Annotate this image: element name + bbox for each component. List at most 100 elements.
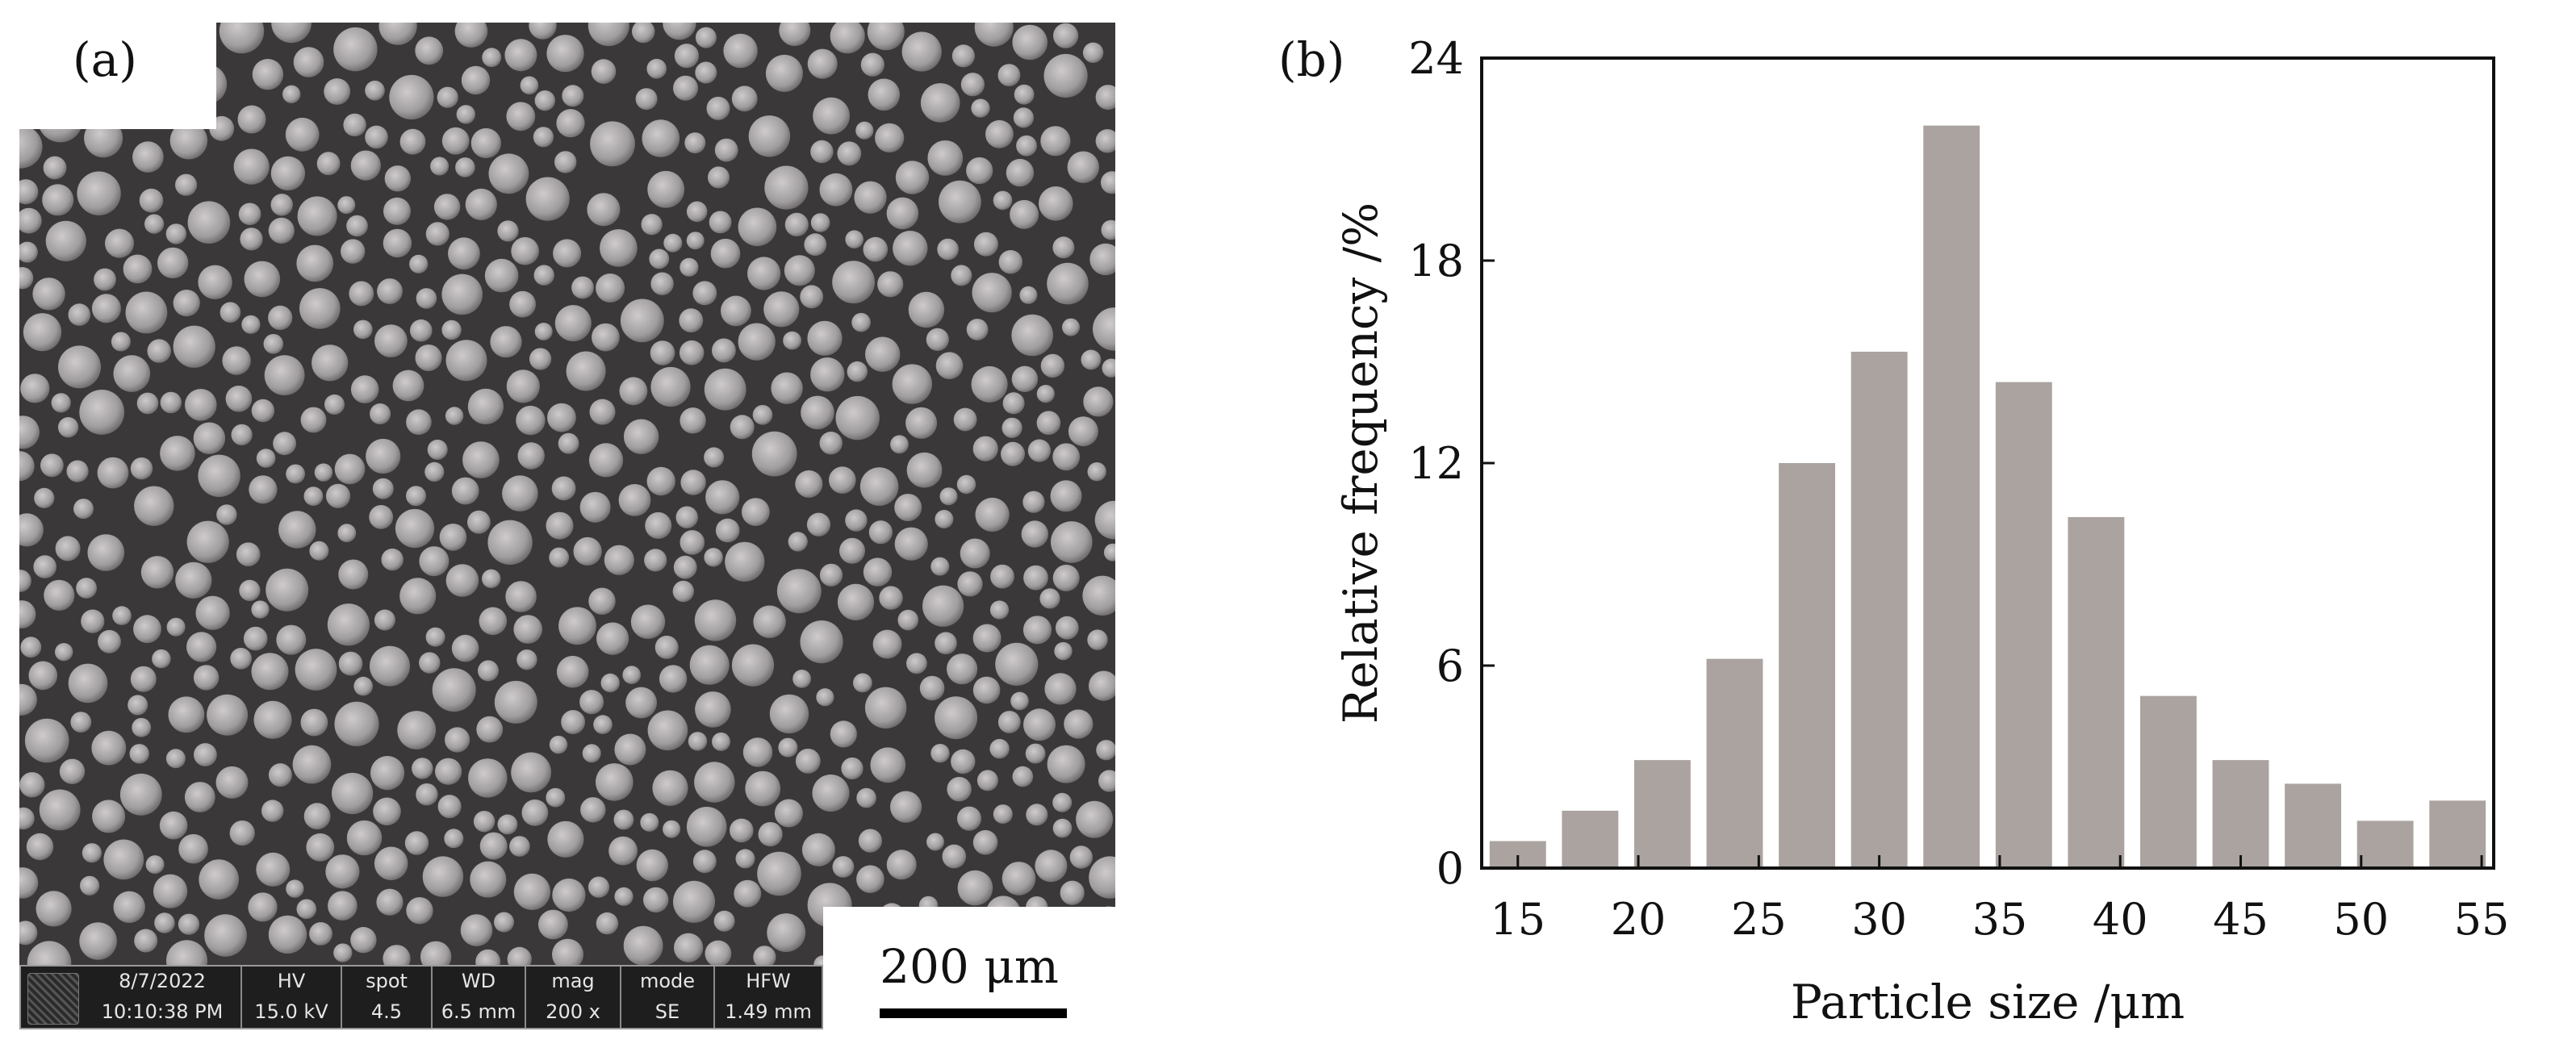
powder-particle (441, 319, 462, 340)
powder-particle (456, 105, 475, 124)
powder-particle (334, 453, 366, 485)
powder-particle (297, 196, 337, 236)
powder-particle (194, 743, 217, 766)
powder-particle (552, 938, 583, 965)
powder-particle (1054, 641, 1073, 661)
powder-particle (810, 140, 834, 164)
powder-particle (57, 417, 79, 438)
powder-particle (810, 213, 830, 232)
info-cell-header: HFW (746, 970, 791, 992)
powder-particle (935, 352, 964, 380)
powder-particle (1102, 358, 1115, 378)
powder-particle (534, 323, 553, 340)
powder-particle (389, 74, 434, 120)
info-cell-value: 1.49 mm (725, 1000, 812, 1023)
powder-particle (173, 290, 200, 317)
info-cell: spot 4.5 (342, 967, 433, 1028)
powder-particle (509, 836, 530, 857)
powder-particle (632, 23, 655, 44)
powder-particle (534, 90, 555, 111)
powder-particle (1082, 42, 1104, 63)
powder-particle (216, 504, 237, 525)
powder-particle (971, 98, 990, 118)
powder-particle (506, 370, 540, 403)
powder-particle (830, 23, 865, 54)
powder-particle (745, 770, 781, 807)
powder-particle (111, 332, 131, 352)
powder-particle (507, 946, 532, 965)
powder-particle (650, 366, 691, 407)
powder-particle (893, 231, 928, 266)
powder-particle (139, 188, 164, 213)
powder-particle (140, 556, 174, 589)
powder-particle (39, 789, 81, 831)
powder-particle (19, 513, 44, 547)
powder-particle (858, 829, 882, 853)
powder-particle (972, 273, 1012, 313)
powder-particle (1006, 158, 1035, 187)
powder-particle (332, 772, 374, 815)
histogram-bar (2356, 820, 2414, 868)
powder-particle (680, 407, 706, 434)
powder-particle (1052, 818, 1073, 838)
powder-particle (1087, 629, 1108, 650)
powder-particle (366, 438, 401, 474)
powder-particle (19, 683, 37, 716)
powder-particle (251, 653, 289, 691)
powder-particle (430, 157, 450, 176)
powder-particle (487, 520, 533, 565)
powder-particle (473, 811, 496, 833)
powder-particle (278, 511, 316, 549)
powder-particle (236, 542, 261, 566)
powder-particle (875, 123, 905, 152)
label-notch (19, 23, 216, 129)
powder-particle (926, 833, 944, 851)
powder-particle (830, 720, 857, 748)
powder-particle (769, 694, 809, 734)
powder-particle (930, 557, 950, 576)
powder-particle (997, 64, 1021, 86)
powder-particle (1040, 353, 1065, 378)
powder-particle (433, 194, 461, 220)
powder-particle (566, 351, 606, 391)
powder-particle (19, 179, 39, 205)
powder-particle (395, 508, 435, 549)
powder-particle (620, 299, 664, 343)
powder-particle (448, 237, 480, 270)
powder-particle (573, 537, 602, 566)
powder-particle (77, 171, 121, 215)
powder-particle (244, 261, 281, 298)
powder-particle (144, 214, 165, 234)
powder-particle (673, 880, 715, 923)
info-cell-header: mag (551, 970, 595, 992)
powder-particle (705, 940, 732, 965)
powder-particle (868, 78, 901, 111)
powder-particle (989, 738, 1010, 759)
powder-particle (195, 595, 230, 630)
powder-particle (935, 696, 978, 740)
powder-particle (91, 730, 127, 766)
powder-particle (1040, 126, 1071, 157)
powder-particle (478, 660, 499, 682)
powder-particle (579, 491, 611, 523)
powder-particle (1047, 262, 1089, 305)
powder-particle (222, 346, 251, 375)
powder-particle (273, 432, 296, 456)
powder-particle (271, 23, 312, 44)
powder-particle (974, 23, 1014, 47)
powder-particle (416, 783, 438, 806)
histogram-bar (2429, 800, 2486, 868)
powder-particle (384, 165, 411, 192)
powder-particle (506, 102, 536, 132)
y-tick-label: 0 (1436, 843, 1464, 894)
powder-particle (807, 48, 838, 79)
powder-particle (1083, 386, 1114, 417)
powder-particle (715, 518, 740, 543)
powder-particle (972, 676, 1001, 704)
powder-particle (55, 536, 81, 562)
powder-particle (346, 820, 383, 856)
powder-particle (186, 520, 229, 563)
sem-micrograph (19, 23, 1115, 965)
powder-particle (960, 538, 990, 569)
powder-particle (24, 718, 69, 763)
